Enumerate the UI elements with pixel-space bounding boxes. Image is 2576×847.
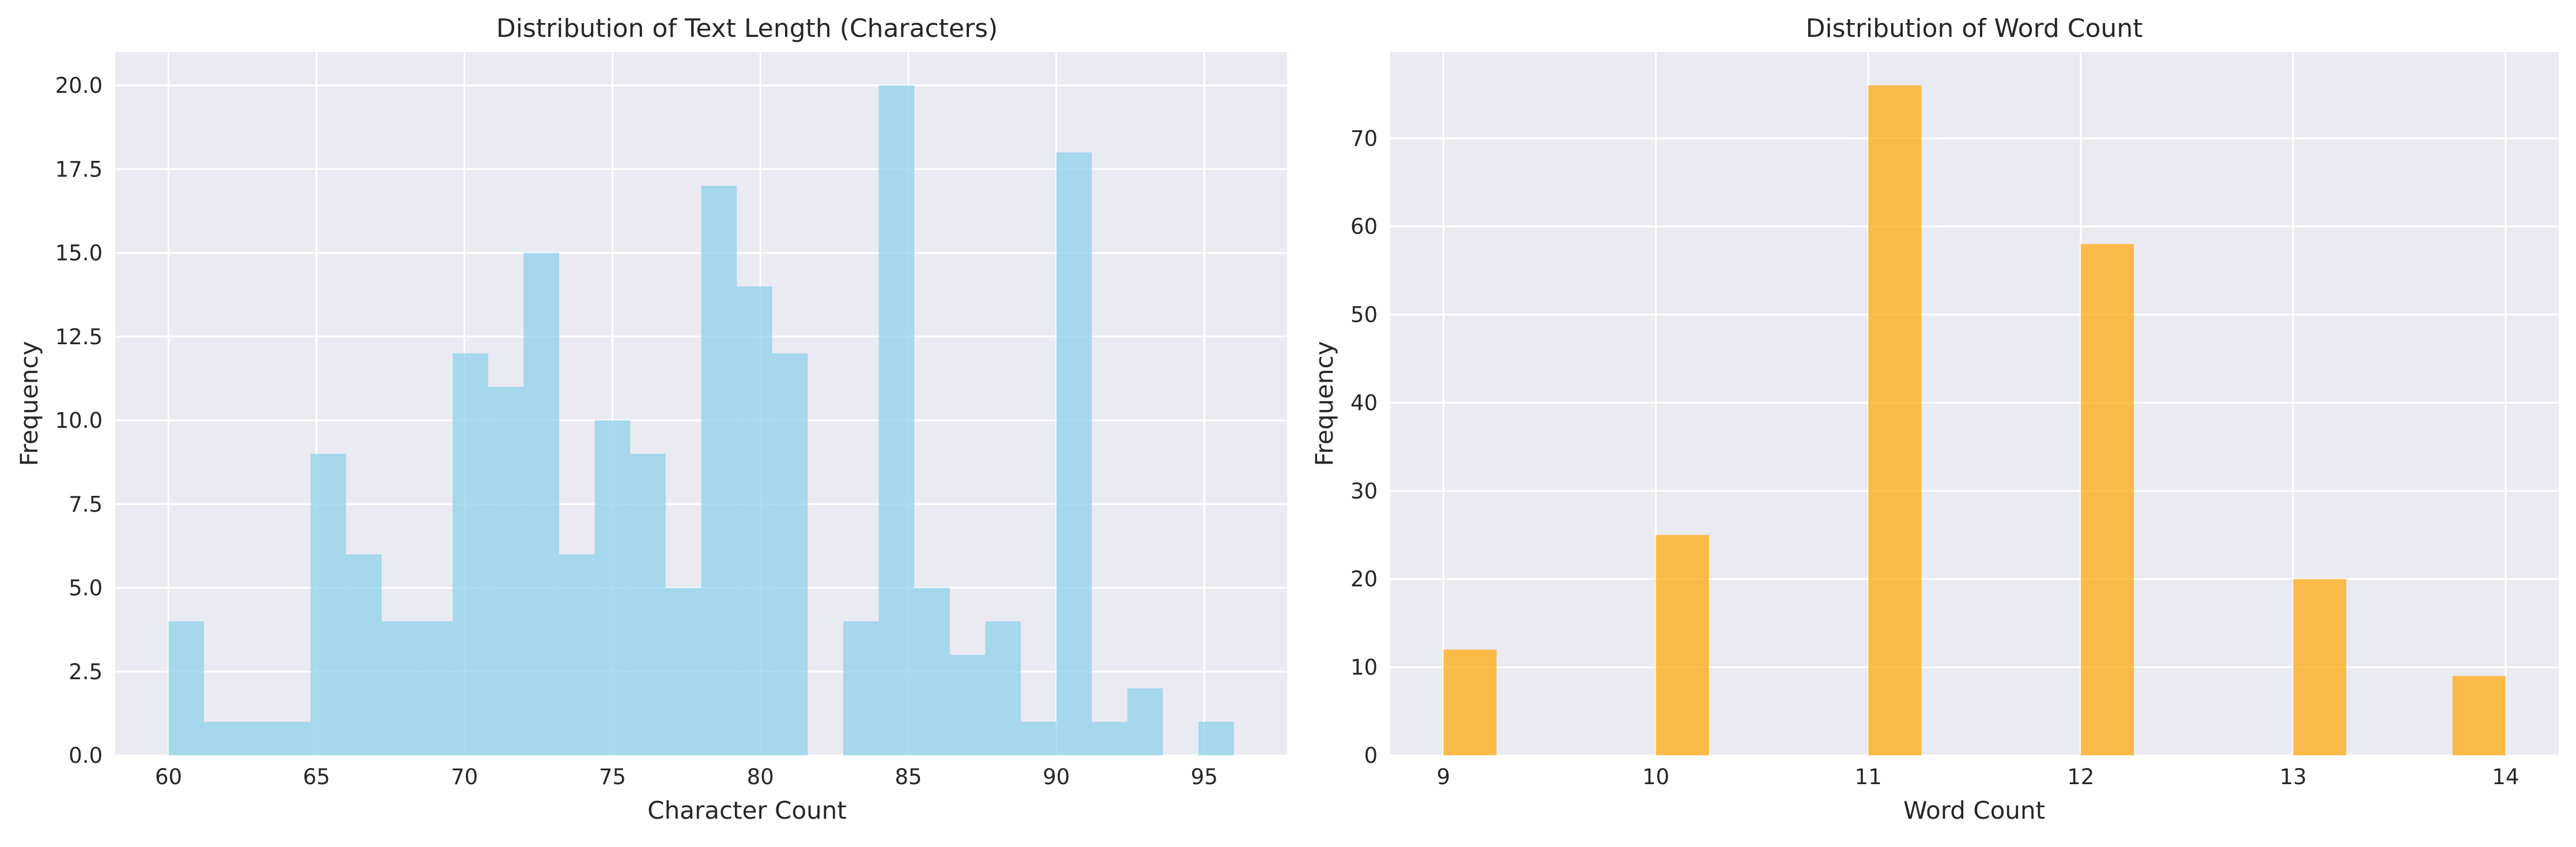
histogram-bar [843,621,879,755]
y-tick-label: 20 [1351,567,1378,592]
x-tick-label: 65 [303,765,330,789]
histogram-bar [310,454,346,755]
y-tick-label: 50 [1351,303,1378,327]
x-tick-label: 95 [1191,765,1218,789]
y-axis-label: Frequency [1310,341,1338,466]
histogram-bar [878,85,915,756]
bars [1443,85,2506,756]
y-tick-label: 10 [1351,655,1378,680]
histogram-bar [559,554,595,755]
histogram-bar [382,621,417,755]
x-tick-label: 11 [1855,765,1882,789]
x-tick-label: 14 [2492,765,2519,789]
bars [168,85,1234,756]
y-tick-label: 17.5 [55,157,103,182]
y-tick-label: 12.5 [55,325,103,349]
histogram-bar [275,721,311,755]
histogram-bar [417,621,453,755]
x-tick-label: 13 [2280,765,2307,789]
y-tick-labels: 0 10 20 30 40 50 60 70 [1351,126,1378,768]
x-tick-labels: 9 10 11 12 13 14 [1436,765,2519,789]
y-tick-label: 0 [1364,743,1378,768]
histogram-bar [737,286,772,756]
x-tick-label: 85 [895,765,922,789]
plot-area [1390,52,2559,755]
histogram-bar [1655,534,1709,755]
chart-title: Distribution of Text Length (Characters) [496,14,998,43]
y-tick-label: 7.5 [69,492,103,517]
x-tick-label: 70 [451,765,478,789]
y-tick-label: 10.0 [55,408,103,433]
y-tick-label: 15.0 [55,241,103,266]
histogram-bar [452,353,488,755]
histogram-bar [2452,676,2506,755]
histogram-bar [346,554,382,755]
x-tick-label: 90 [1043,765,1070,789]
histogram-bar [701,186,737,755]
histogram-bar [1127,688,1163,755]
histogram-bar [204,721,240,755]
x-tick-label: 60 [155,765,182,789]
histogram-bar [1056,152,1092,756]
x-tick-label: 12 [2067,765,2094,789]
chart-word-count: Distribution of Word Count 9 10 11 12 13 14 0… [1310,14,2559,825]
y-tick-label: 30 [1351,479,1378,503]
histogram-bar [2080,244,2134,755]
x-tick-label: 10 [1642,765,1669,789]
histogram-bar [168,621,205,755]
histogram-bar [914,588,950,755]
y-tick-label: 70 [1351,126,1378,151]
chart-text-length: Distribution of Text Length (Characters)… [15,14,1287,825]
x-tick-label: 80 [747,765,774,789]
histogram-bar [665,588,701,755]
y-tick-label: 5.0 [69,576,103,601]
histogram-bar [1198,721,1234,755]
y-tick-labels: 0.0 2.5 5.0 7.5 10.0 12.5 15.0 17.5 20.0 [55,73,103,768]
histogram-bar [2293,579,2347,755]
histogram-bar [1868,85,1922,756]
histogram-bar [772,353,808,755]
y-tick-label: 0.0 [69,743,103,768]
histogram-bar [1020,721,1057,755]
y-tick-label: 40 [1351,390,1378,415]
x-tick-label: 75 [599,765,626,789]
histogram-bar [1443,649,1497,755]
x-tick-labels: 60 65 70 75 80 85 90 95 [155,765,1218,789]
x-axis-label: Word Count [1903,796,2045,825]
histogram-bar [1092,721,1127,755]
y-tick-label: 2.5 [69,660,103,684]
histogram-bar [630,454,666,755]
chart-title: Distribution of Word Count [1806,14,2143,43]
y-axis-label: Frequency [15,341,43,466]
x-tick-label: 9 [1436,765,1450,789]
histogram-bar [488,386,524,755]
histogram-bar [523,253,560,756]
y-tick-label: 20.0 [55,73,103,98]
histogram-bar [594,420,631,755]
histogram-bar [239,721,276,755]
x-axis-label: Character Count [647,796,846,825]
y-tick-label: 60 [1351,214,1378,239]
histogram-bar [985,621,1021,755]
histogram-bar [949,654,986,755]
